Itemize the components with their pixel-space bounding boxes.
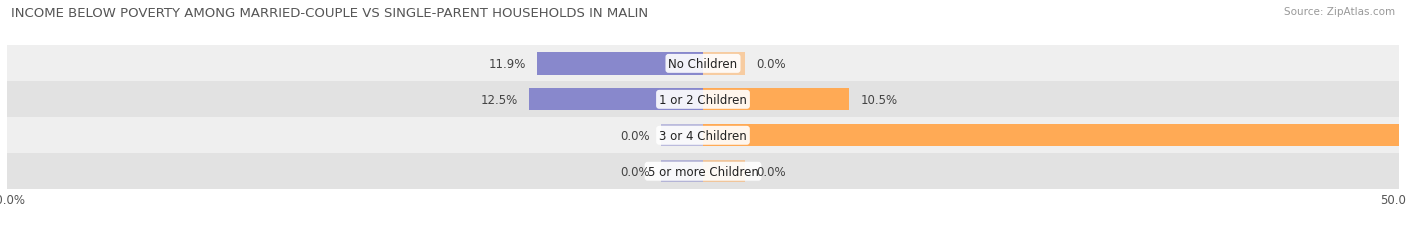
Text: Source: ZipAtlas.com: Source: ZipAtlas.com bbox=[1284, 7, 1395, 17]
Bar bbox=[703, 89, 849, 111]
Text: 11.9%: 11.9% bbox=[489, 58, 526, 71]
Text: No Children: No Children bbox=[668, 58, 738, 71]
Bar bbox=[703, 160, 745, 183]
Bar bbox=[703, 125, 1399, 147]
Bar bbox=[7, 82, 1399, 118]
Text: 0.0%: 0.0% bbox=[620, 129, 650, 142]
Text: 5 or more Children: 5 or more Children bbox=[648, 165, 758, 178]
Text: 0.0%: 0.0% bbox=[756, 165, 786, 178]
Text: 3 or 4 Children: 3 or 4 Children bbox=[659, 129, 747, 142]
Bar bbox=[7, 118, 1399, 154]
Bar bbox=[7, 154, 1399, 189]
Bar bbox=[537, 53, 703, 75]
Bar bbox=[7, 46, 1399, 82]
Bar bbox=[661, 125, 703, 147]
Text: 0.0%: 0.0% bbox=[620, 165, 650, 178]
Bar bbox=[529, 89, 703, 111]
Text: INCOME BELOW POVERTY AMONG MARRIED-COUPLE VS SINGLE-PARENT HOUSEHOLDS IN MALIN: INCOME BELOW POVERTY AMONG MARRIED-COUPL… bbox=[11, 7, 648, 20]
Bar bbox=[703, 53, 745, 75]
Text: 10.5%: 10.5% bbox=[860, 93, 897, 106]
Text: 0.0%: 0.0% bbox=[756, 58, 786, 71]
Text: 1 or 2 Children: 1 or 2 Children bbox=[659, 93, 747, 106]
Text: 12.5%: 12.5% bbox=[481, 93, 517, 106]
Bar bbox=[661, 160, 703, 183]
